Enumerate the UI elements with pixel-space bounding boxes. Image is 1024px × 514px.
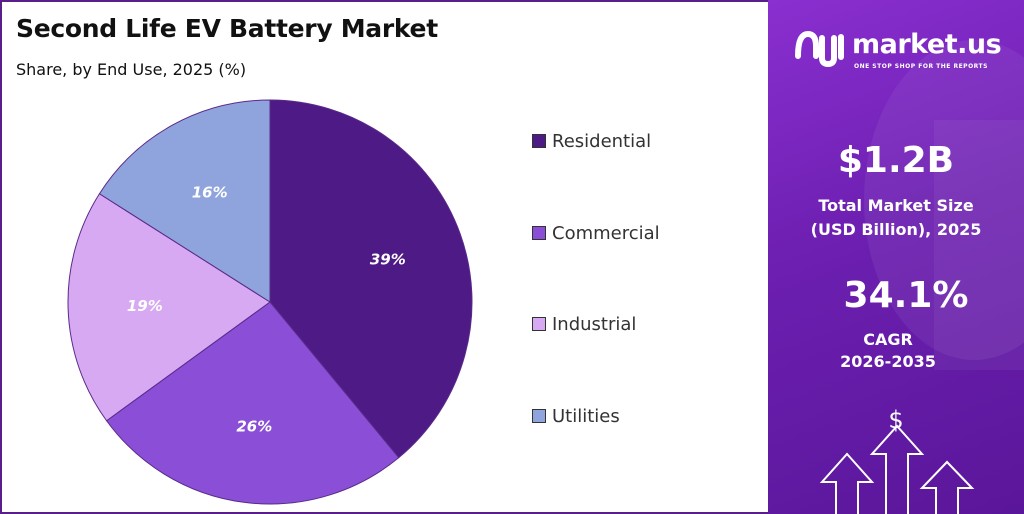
legend-swatch-residential: [532, 134, 546, 148]
pie-slice-residential: [269, 99, 473, 459]
legend-label-industrial: Industrial: [552, 313, 637, 335]
brand-name: market.us: [852, 29, 1002, 60]
legend-swatch-industrial: [532, 317, 546, 331]
pie-label-commercial: 26%: [236, 417, 272, 435]
pie-chart: 39% 26% 19% 16%: [67, 99, 473, 505]
growth-arrows-icon: $: [819, 406, 975, 514]
market-size-label-line2: (USD Billion), 2025: [810, 220, 982, 239]
cagr-label-line1: CAGR: [863, 330, 913, 349]
legend-swatch-utilities: [532, 409, 546, 423]
legend-item-utilities: Utilities: [532, 404, 620, 428]
pie-label-residential: 39%: [370, 251, 406, 269]
chart-title: Second Life EV Battery Market: [16, 14, 438, 43]
legend-item-residential: Residential: [532, 129, 651, 153]
legend-swatch-commercial: [532, 226, 546, 240]
chart-panel: Second Life EV Battery Market Share, by …: [2, 2, 768, 512]
summary-panel: market.us ONE STOP SHOP FOR THE REPORTS …: [768, 0, 1024, 514]
pie-slice-commercial: [105, 301, 400, 505]
market-size-label-line1: Total Market Size: [818, 196, 974, 215]
legend-label-commercial: Commercial: [552, 222, 660, 244]
cagr-value: 34.1%: [843, 275, 969, 316]
market-size-value: $1.2B: [837, 140, 955, 181]
brand-tagline: ONE STOP SHOP FOR THE REPORTS: [854, 63, 988, 70]
pie-slice-industrial: [67, 193, 271, 422]
background-decoration-block: [934, 120, 1024, 370]
cagr-label-line2: 2026-2035: [840, 352, 936, 371]
chart-subtitle: Share, by End Use, 2025 (%): [16, 60, 247, 79]
legend-label-utilities: Utilities: [552, 405, 620, 427]
market-us-logo-icon: [795, 30, 844, 68]
dollar-icon: $: [888, 406, 903, 434]
pie-label-utilities: 16%: [192, 183, 228, 201]
legend-item-commercial: Commercial: [532, 221, 660, 245]
pie-slice-utilities: [98, 99, 271, 303]
pie-label-industrial: 19%: [127, 297, 163, 315]
legend-label-residential: Residential: [552, 130, 652, 152]
legend-item-industrial: Industrial: [532, 312, 636, 336]
brand-header: market.us ONE STOP SHOP FOR THE REPORTS: [794, 26, 1014, 76]
